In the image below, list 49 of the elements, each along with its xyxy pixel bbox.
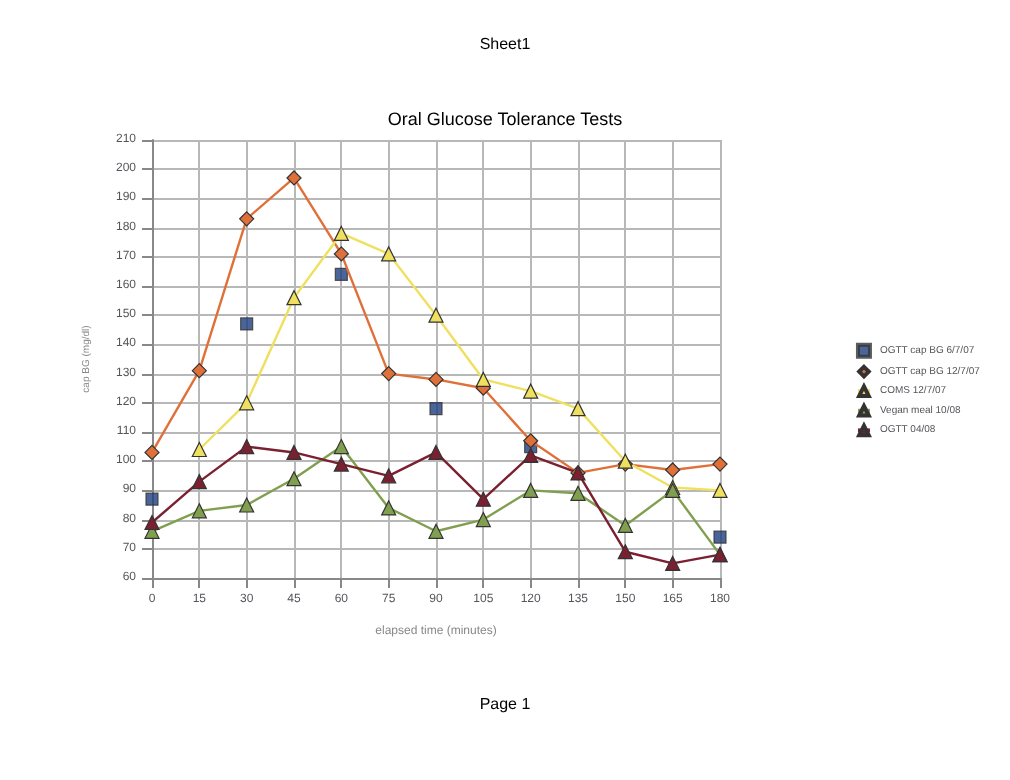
point: [665, 555, 681, 571]
point: [240, 317, 254, 331]
point: [617, 544, 633, 560]
point: [286, 170, 302, 186]
point: [713, 530, 727, 544]
point: [333, 439, 349, 455]
point: [191, 474, 207, 490]
point: [428, 444, 444, 461]
text: Page 1: [479, 695, 532, 713]
point: [286, 471, 302, 487]
point: [428, 307, 444, 323]
point: [523, 482, 539, 498]
point: [144, 444, 160, 461]
point: [523, 447, 539, 463]
point: [239, 439, 255, 455]
point: [191, 503, 207, 519]
point: [144, 514, 160, 531]
point: [239, 395, 255, 411]
point: [475, 512, 491, 528]
point: [333, 456, 349, 472]
point: [334, 267, 348, 281]
point: [428, 371, 444, 388]
point: [429, 402, 443, 416]
point: [570, 485, 586, 501]
point: [665, 462, 681, 478]
point: [191, 441, 207, 458]
point: [191, 363, 207, 379]
point: [712, 456, 728, 472]
point: [381, 246, 397, 262]
point: [617, 517, 633, 534]
point: [475, 491, 491, 507]
point: [286, 290, 302, 306]
point: [570, 401, 586, 417]
point: [712, 482, 728, 498]
point: [333, 246, 349, 262]
point: [239, 211, 255, 227]
point: [145, 492, 159, 506]
point: [286, 444, 302, 461]
text: Sheet1: [479, 35, 532, 53]
point: [428, 523, 444, 539]
point: [523, 433, 539, 449]
point: [523, 383, 539, 399]
point: [239, 497, 255, 513]
chart-title: Oral Glucose Tolerance Tests: [387, 109, 624, 129]
point: [475, 371, 491, 388]
point: [381, 366, 397, 382]
point: [333, 225, 349, 242]
point: [381, 468, 397, 484]
point: [381, 500, 397, 516]
